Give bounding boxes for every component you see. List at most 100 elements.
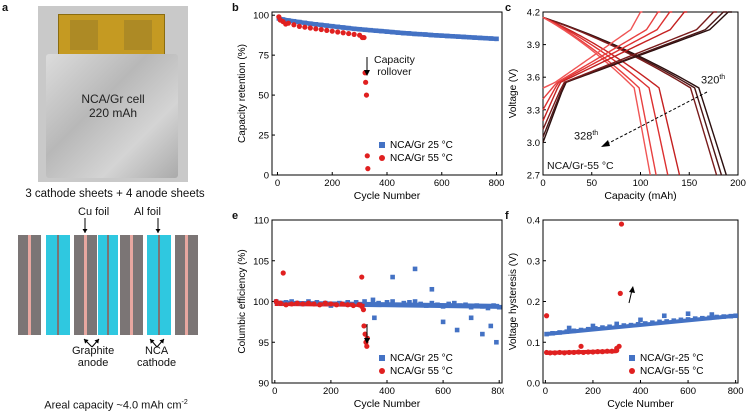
data-point	[685, 317, 691, 322]
data-point	[440, 304, 446, 309]
data-point	[571, 328, 577, 334]
data-point	[642, 321, 648, 326]
x-tick-label: 50	[586, 178, 597, 189]
data-point	[333, 302, 340, 308]
data-point	[494, 339, 499, 345]
data-point	[543, 313, 550, 319]
data-point	[477, 35, 483, 41]
data-point	[296, 23, 302, 29]
data-point	[635, 322, 641, 327]
data-point	[685, 311, 691, 317]
y-tick-label: 2.7	[527, 171, 540, 182]
electrode-layer	[28, 235, 31, 335]
data-point	[733, 313, 738, 319]
data-point	[621, 323, 627, 328]
data-point	[314, 300, 320, 305]
electrode-layer	[188, 235, 198, 335]
data-point	[423, 32, 428, 37]
data-point	[721, 314, 727, 319]
electrode-layer	[74, 235, 84, 335]
data-point	[308, 21, 313, 26]
x-axis-label: Cycle Number	[354, 190, 421, 202]
data-point	[401, 30, 406, 36]
data-point	[291, 22, 297, 28]
data-point	[368, 27, 373, 33]
data-point	[483, 35, 488, 41]
y-tick-label: 90	[258, 379, 269, 390]
x-tick-label: 800	[491, 386, 504, 397]
data-point	[362, 27, 368, 33]
data-point	[357, 26, 362, 32]
legend-marker	[379, 355, 385, 361]
y-tick-label: 100	[253, 297, 269, 308]
y-axis-label: Voltage hysteresis (V)	[508, 253, 519, 350]
electrode-stack	[18, 218, 198, 348]
data-point	[335, 29, 341, 35]
areal-capacity-sup: -2	[181, 399, 188, 406]
data-point	[444, 33, 450, 39]
x-tick-label: 800	[489, 178, 504, 189]
data-point	[466, 34, 472, 40]
y-tick-label: 100	[253, 11, 269, 22]
nca-arrow-r-head	[159, 339, 164, 344]
y-tick-label: 110	[254, 216, 269, 227]
data-point	[440, 319, 446, 325]
data-point	[700, 315, 705, 321]
data-point	[463, 302, 468, 308]
al-foil-label: Al foil	[134, 206, 161, 218]
data-point	[557, 349, 563, 356]
data-point	[429, 286, 435, 292]
discharge-curve	[542, 16, 718, 176]
x-tick-label: 800	[728, 386, 744, 397]
data-point	[390, 299, 395, 304]
data-point	[289, 301, 295, 307]
x-axis-label: Cycle Number	[354, 398, 421, 410]
y-axis-label: Voltage (V)	[508, 69, 519, 118]
x-tick-label: 200	[324, 178, 340, 189]
charge-curve	[542, 11, 718, 130]
data-point	[390, 29, 395, 35]
chart-b: 0 200 400 600 800 0 25 50 75 100 Cycle Number Capac…	[237, 11, 504, 202]
capacity-fade-arrow-head	[601, 140, 610, 147]
legend-label: NCA/Gr 25 °C	[390, 140, 453, 151]
electrode-schematic	[18, 218, 198, 348]
data-point	[412, 266, 418, 272]
y-tick-label: 3.6	[527, 73, 540, 84]
data-point	[488, 36, 494, 41]
data-point	[280, 270, 286, 276]
data-point	[302, 24, 308, 30]
data-point	[461, 34, 466, 40]
data-point	[580, 349, 587, 356]
y-tick-label: 0.2	[527, 297, 540, 308]
cell-label-line1: NCA/Gr cell	[81, 92, 145, 106]
legend-label: NCA/Gr 25 °C	[390, 353, 453, 364]
chart-f: 0 200 400 600 800 0.0 0.1 0.2 0.3 0.4 Cycle Number…	[508, 216, 744, 411]
data-point	[485, 305, 491, 311]
data-point	[307, 25, 313, 31]
data-point	[452, 300, 457, 306]
series-1	[543, 221, 625, 356]
data-point	[590, 349, 596, 355]
data-point	[474, 303, 480, 308]
x-tick-label: 0	[543, 386, 548, 397]
data-point	[614, 321, 620, 327]
electrode-layer	[84, 235, 87, 335]
data-point	[363, 79, 369, 85]
data-point	[480, 331, 485, 337]
data-point	[472, 35, 477, 40]
data-point	[604, 348, 610, 354]
data-point	[417, 31, 423, 37]
data-point	[346, 25, 351, 31]
data-point	[361, 34, 367, 41]
data-point	[468, 304, 474, 310]
x-tick-label: 400	[633, 386, 649, 397]
data-point	[351, 31, 357, 37]
data-point	[593, 326, 598, 331]
data-point	[297, 19, 302, 25]
data-point	[360, 307, 367, 313]
y-tick-label: 3.3	[527, 105, 540, 116]
cell-label-line2: 220 mAh	[88, 106, 138, 120]
cu-foil-label: Cu foil	[78, 206, 110, 218]
anode-label: anode	[77, 357, 109, 369]
cathode-label: cathode	[137, 357, 177, 369]
